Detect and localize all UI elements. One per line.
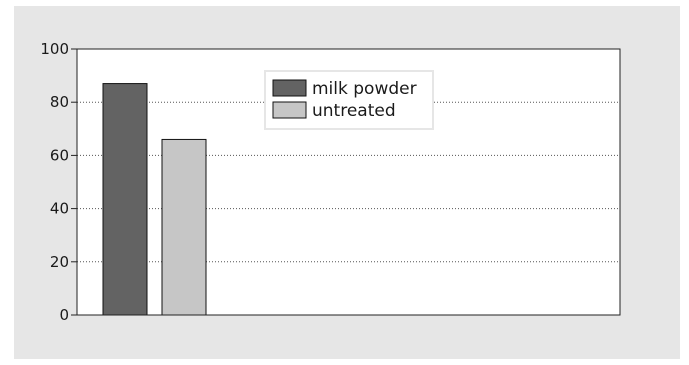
y-tick-label: 0 xyxy=(59,306,69,324)
y-tick-label: 20 xyxy=(50,253,69,271)
bar-untreated xyxy=(161,138,207,316)
y-tick-label: 60 xyxy=(50,146,69,164)
legend-label: untreated xyxy=(312,101,396,121)
legend-swatch xyxy=(272,101,307,119)
legend-label: milk powder xyxy=(312,79,417,99)
bar-milk-powder xyxy=(102,83,148,316)
plot-frame xyxy=(76,48,621,316)
y-tick-label: 100 xyxy=(40,40,69,58)
y-tick-label: 80 xyxy=(50,93,69,111)
y-tick-label: 40 xyxy=(50,200,69,218)
chart-panel: 0 20 40 60 80 100 milk powder untreated xyxy=(14,6,680,359)
legend-swatch xyxy=(272,79,307,97)
